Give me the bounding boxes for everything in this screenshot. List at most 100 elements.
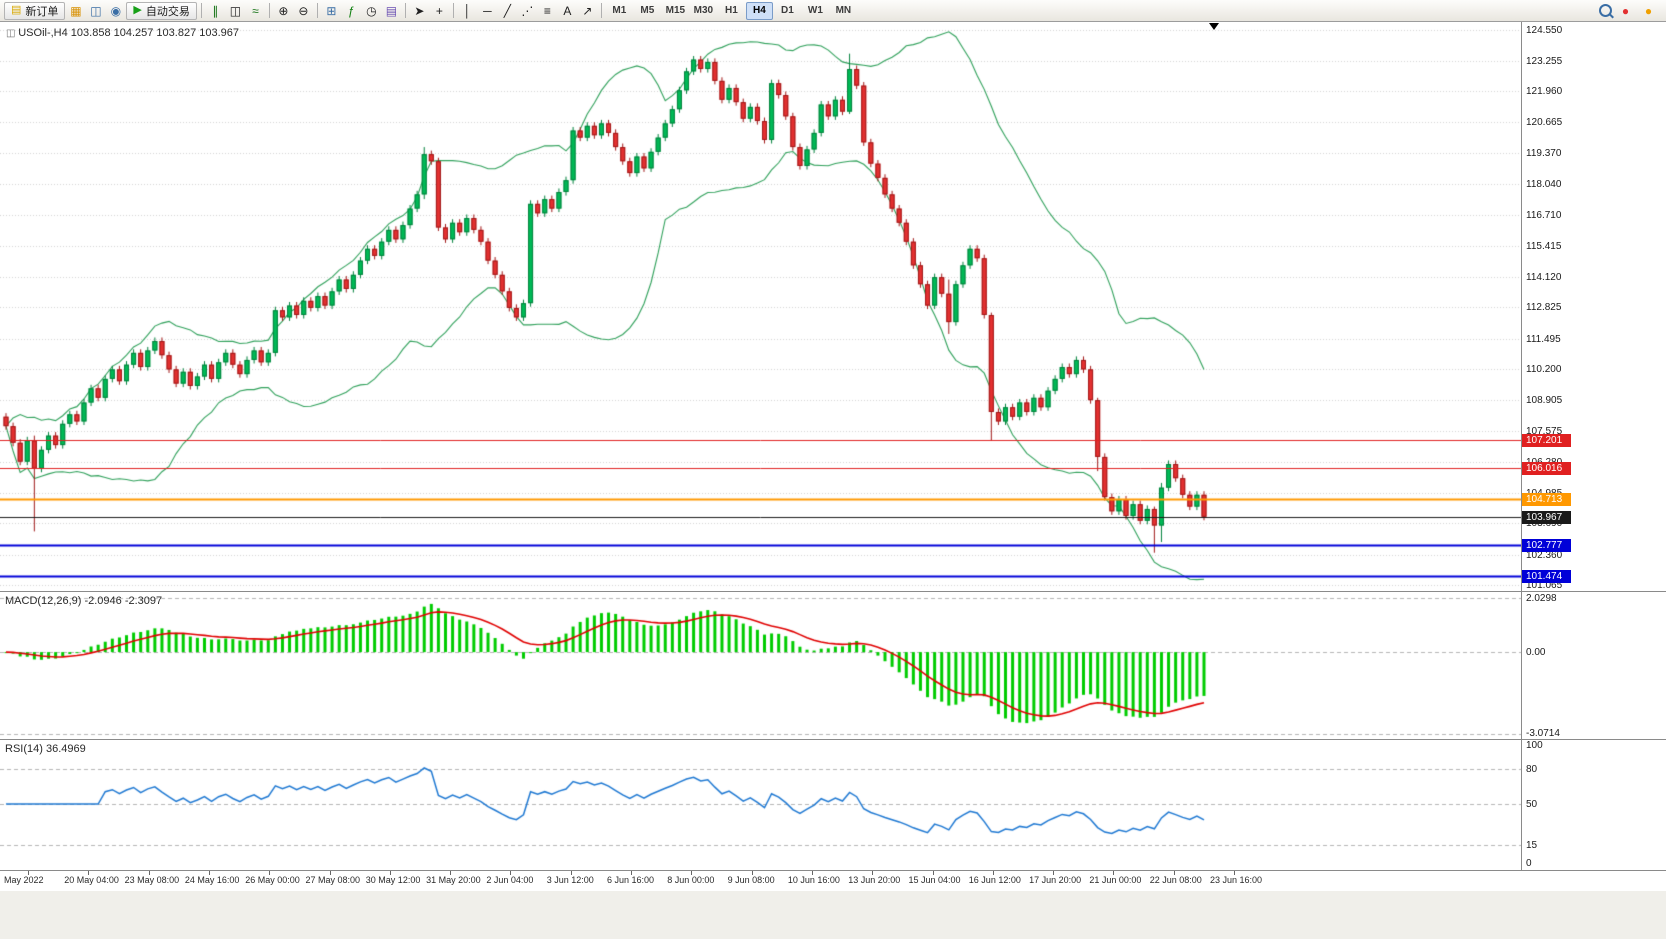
templates-icon[interactable]: ▤ — [385, 3, 398, 18]
time-axis-tick — [872, 871, 874, 875]
text-icon[interactable]: A — [563, 3, 572, 18]
time-axis-label: 3 Jun 12:00 — [546, 875, 594, 885]
macd-canvas[interactable] — [0, 592, 1521, 740]
macd-axis-label: -3.0714 — [1526, 728, 1560, 739]
rsi-axis-label: 80 — [1526, 763, 1538, 775]
time-axis-tick — [329, 871, 331, 875]
timeframe-m30-button[interactable]: M30 — [693, 5, 714, 16]
timeframe-m15-button[interactable]: M15 — [665, 5, 686, 16]
price-axis-label: 123.255 — [1526, 55, 1563, 67]
time-axis-tick — [811, 871, 813, 875]
bottom-filler — [0, 890, 1666, 939]
line-chart-icon[interactable]: ≈ — [252, 3, 259, 18]
chart-window-icon[interactable]: ▦ — [70, 3, 82, 18]
macd-axis-label: 2.0298 — [1526, 593, 1557, 604]
timeframe-h1-button[interactable]: H1 — [724, 5, 738, 16]
timeframe-d1-button[interactable]: D1 — [780, 5, 794, 16]
time-axis[interactable]: May 2022 20 May 04:00 23 May 08:00 24 May 1… — [0, 870, 1666, 891]
time-axis-tick — [208, 871, 210, 875]
crosshair-icon[interactable]: + — [435, 3, 443, 18]
vertical-line-icon[interactable]: │ — [463, 3, 472, 18]
toolbar-separator — [600, 3, 602, 18]
time-axis-label: 24 May 16:00 — [184, 875, 240, 885]
zoom-out-icon[interactable]: ⊖ — [298, 3, 309, 18]
price-axis-label: 116.710 — [1526, 210, 1562, 222]
time-axis-tick — [88, 871, 90, 875]
price-axis-label: 110.200 — [1526, 364, 1562, 376]
panel-separator — [0, 591, 1666, 592]
main-chart-canvas[interactable] — [0, 22, 1521, 592]
rsi-axis-label: 50 — [1526, 799, 1538, 810]
time-axis-tick — [148, 871, 150, 875]
time-axis-tick — [932, 871, 934, 875]
toolbar: ▤ 新订单 ▦ ◫ ◉ ▶ 自动交易 ∥ ◫ ≈ ⊕ ⊖ ⊞ ƒ ◷ ▤ ➤ + │ ─ ╱ ⋰ ≡ A ↗ M1 M5 M15 M30… — [0, 0, 1666, 22]
toolbar-separator — [452, 3, 454, 18]
time-axis-label: 2 Jun 04:00 — [486, 875, 534, 885]
rsi-label: RSI(14) 36.4969 — [5, 743, 86, 755]
time-axis-label: 16 Jun 12:00 — [968, 875, 1021, 885]
time-axis-tick — [992, 871, 994, 875]
time-axis-label: 23 May 08:00 — [124, 875, 180, 885]
rsi-canvas[interactable] — [0, 740, 1521, 870]
price-axis-label: 120.665 — [1526, 116, 1563, 128]
equidistant-channel-icon[interactable]: ⋰ — [521, 3, 534, 18]
timeframe-m5-button[interactable]: M5 — [640, 5, 655, 16]
horizontal-line-icon[interactable]: ─ — [483, 3, 492, 18]
price-axis-label: 124.550 — [1526, 25, 1563, 36]
timeframe-m1-button[interactable]: M1 — [612, 5, 627, 16]
time-axis-label: 23 Jun 16:00 — [1210, 875, 1263, 885]
periods-icon[interactable]: ◷ — [366, 3, 377, 18]
time-axis-label: 31 May 20:00 — [426, 875, 481, 885]
new-order-button-label: 新订单 — [25, 5, 59, 18]
bar-chart-icon[interactable]: ∥ — [212, 3, 219, 18]
time-axis-tick — [691, 871, 693, 875]
chart-shift-marker[interactable] — [1209, 23, 1219, 30]
candlestick-chart-icon[interactable]: ◫ — [229, 3, 242, 18]
profiles-icon[interactable]: ◫ — [90, 3, 102, 18]
auto-trading-button[interactable]: ▶ 自动交易 — [126, 1, 197, 20]
time-axis-tick — [1053, 871, 1055, 875]
price-tag-101.474: 101.474 — [1522, 569, 1571, 583]
time-axis-label: 13 Jun 20:00 — [848, 875, 901, 885]
price-axis-label: 102.360 — [1526, 549, 1563, 561]
time-axis-label: 17 Jun 20:00 — [1029, 875, 1082, 885]
price-axis-label: 107.575 — [1526, 426, 1563, 438]
arrow-tools-icon[interactable]: ↗ — [582, 3, 593, 18]
new-order-icon: ▤ — [11, 4, 22, 16]
timeframe-w1-button[interactable]: W1 — [807, 5, 823, 16]
rsi-axis-label: 0 — [1526, 858, 1532, 869]
price-axis-label: 114.120 — [1526, 271, 1562, 283]
price-tag-103.967: 103.967 — [1522, 510, 1571, 524]
zoom-in-icon[interactable]: ⊕ — [278, 3, 289, 18]
time-axis-label: 30 May 12:00 — [365, 875, 421, 885]
indicators-icon[interactable]: ƒ — [348, 3, 355, 18]
toolbar-separator — [200, 3, 202, 18]
search-icon[interactable] — [1599, 4, 1612, 17]
macd-axis-label: 0.00 — [1526, 647, 1546, 659]
new-order-button[interactable]: ▤ 新订单 — [4, 1, 66, 20]
toolbar-right-group: ● ● — [1599, 2, 1662, 20]
time-axis-tick — [631, 871, 632, 875]
fibonacci-icon[interactable]: ≡ — [543, 3, 551, 18]
price-axis[interactable]: 124.550 123.255 121.960 120.665 119.370 118.0… — [1521, 22, 1666, 870]
navigator-icon[interactable]: ◉ — [110, 3, 122, 18]
trendline-icon[interactable]: ╱ — [503, 3, 511, 18]
notification-red-icon[interactable]: ● — [1621, 3, 1630, 18]
price-axis-label: 108.905 — [1526, 395, 1563, 407]
price-axis-label: 119.370 — [1526, 147, 1562, 159]
time-axis-tick — [751, 871, 753, 875]
toolbar-separator — [316, 3, 318, 18]
time-axis-label: 22 Jun 08:00 — [1149, 875, 1202, 885]
time-axis-tick — [510, 871, 512, 875]
toolbar-separator — [268, 3, 270, 18]
chart-symbol-ohlc: USOil-,H4 103.858 104.257 103.827 103.96… — [6, 27, 239, 39]
time-axis-tick — [269, 871, 271, 875]
timeframe-h4-button[interactable]: H4 — [745, 1, 773, 20]
tile-windows-icon[interactable]: ⊞ — [326, 3, 337, 18]
price-tag-104.713: 104.713 — [1522, 493, 1571, 507]
time-axis-label: 27 May 08:00 — [305, 875, 361, 885]
notification-orange-icon[interactable]: ● — [1644, 3, 1653, 18]
timeframe-mn-button[interactable]: MN — [835, 5, 852, 16]
cursor-icon[interactable]: ➤ — [414, 3, 425, 18]
